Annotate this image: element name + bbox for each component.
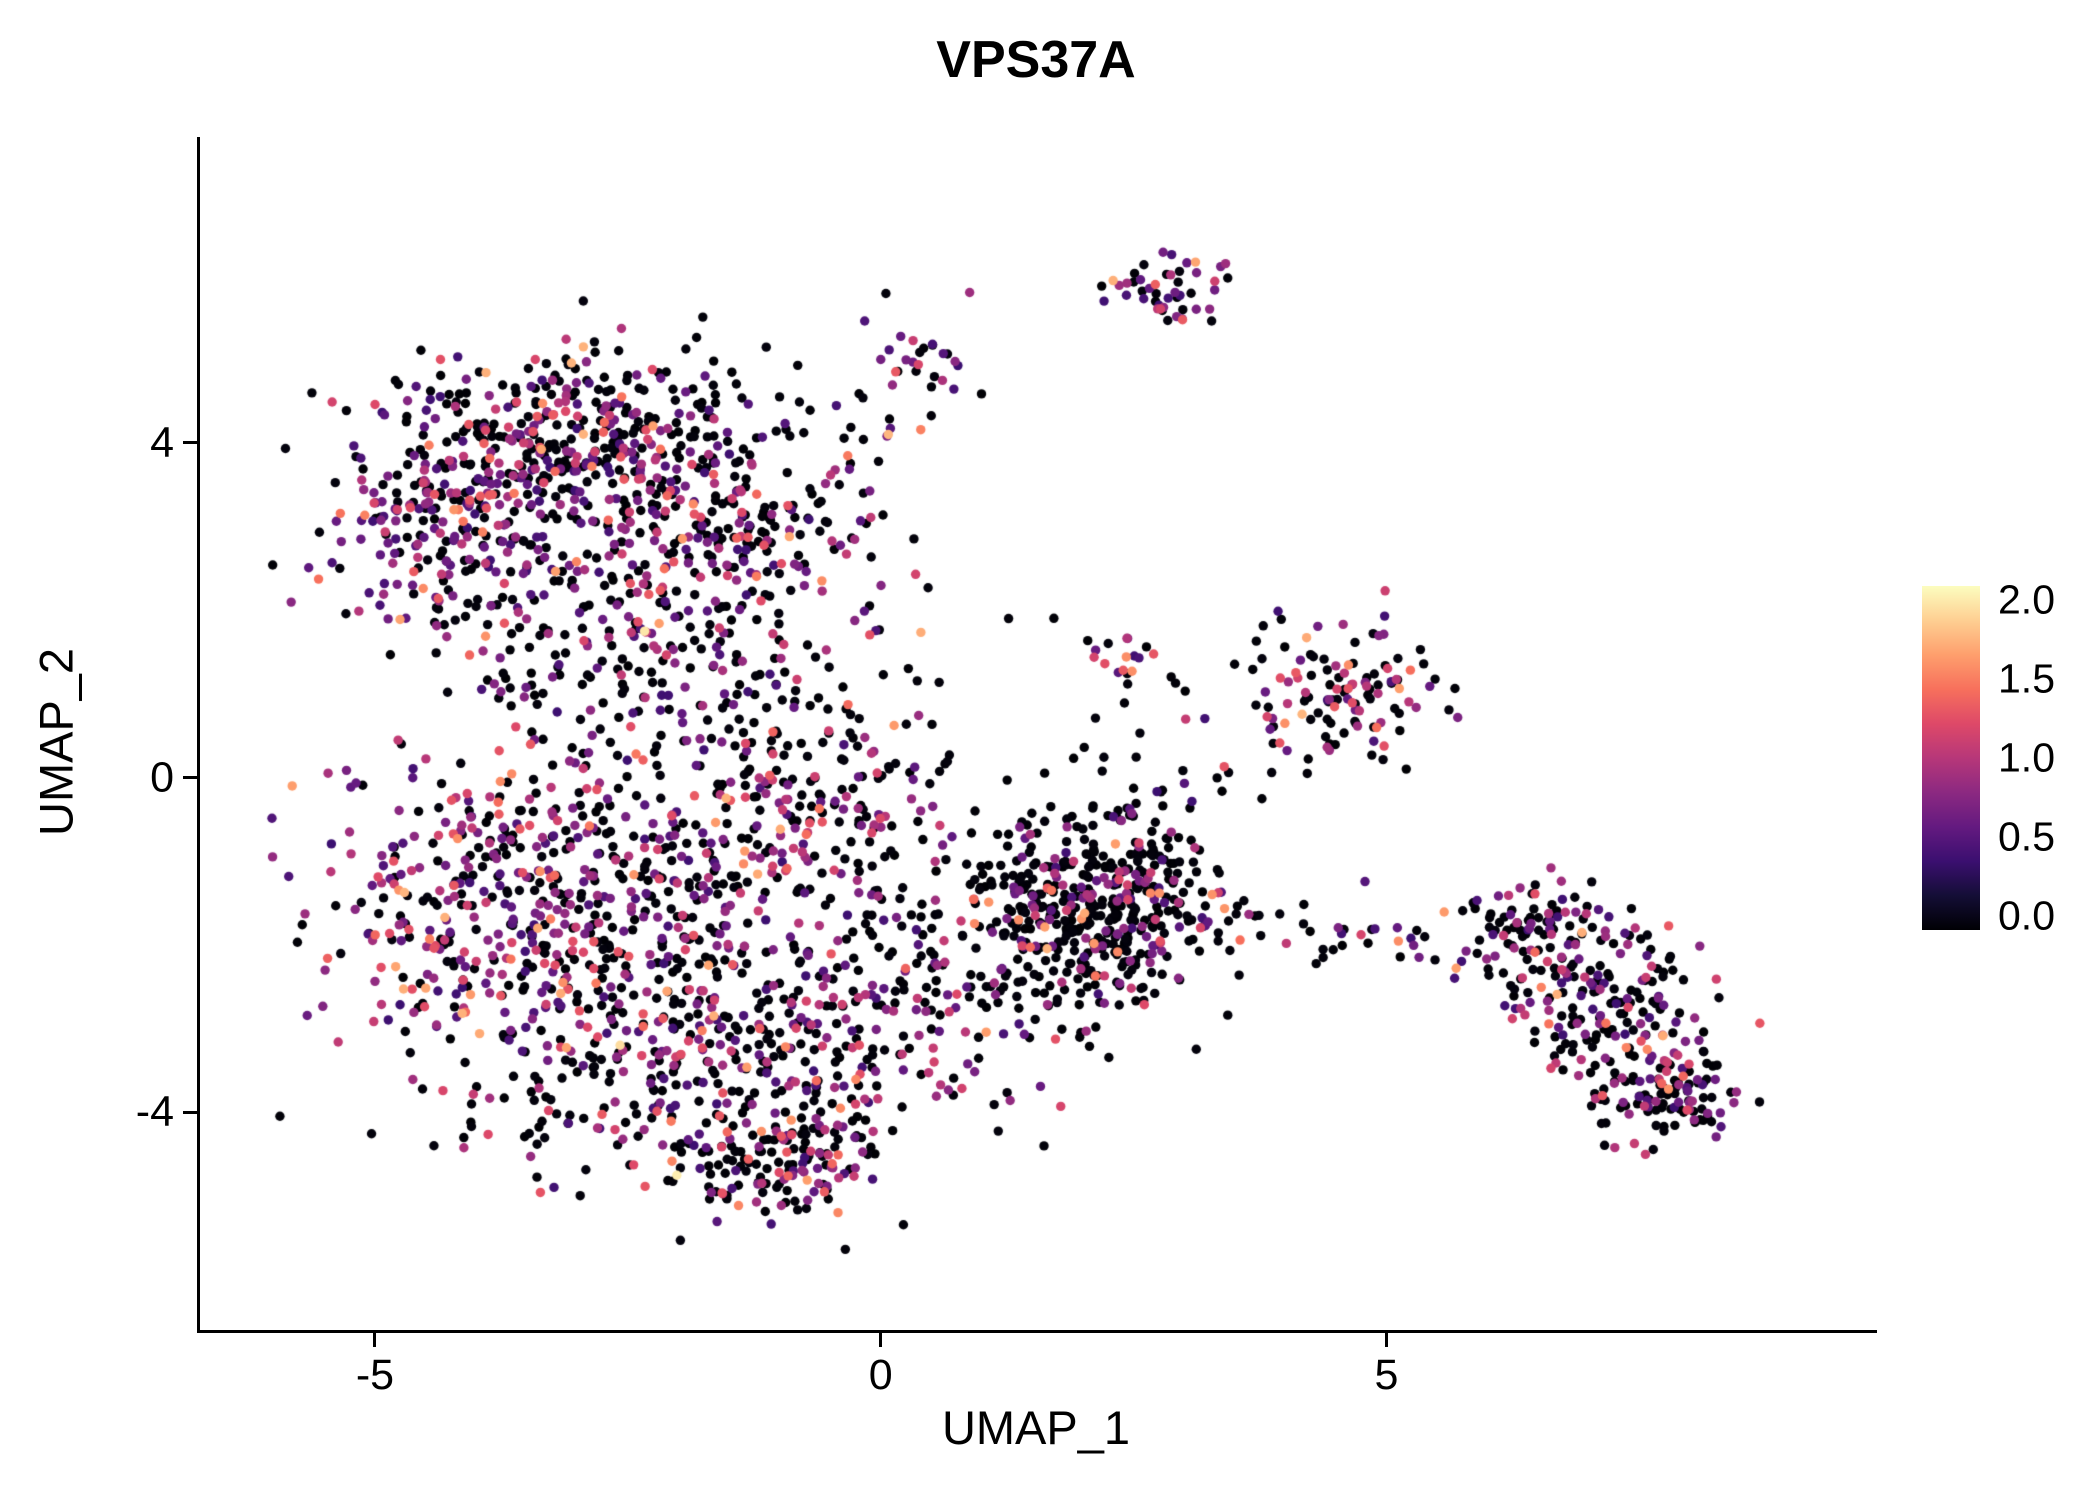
x-tick-label: 0 [868,1351,893,1399]
plot-title: VPS37A [936,31,1136,89]
x-tick-label: -5 [355,1351,395,1399]
x-axis-line [197,1330,1877,1333]
colorbar-tick-label: 1.0 [1998,734,2055,781]
x-tick-mark [1384,1333,1388,1347]
colorbar-tick-label: 2.0 [1998,576,2055,623]
y-tick-label: 0 [150,753,174,802]
colorbar-gradient [1922,586,1980,930]
y-axis-line [197,137,200,1333]
y-tick-mark [183,776,197,780]
colorbar-tick-label: 0.0 [1998,892,2055,939]
colorbar-tick-label: 0.5 [1998,813,2055,860]
y-axis-title: UMAP_2 [29,647,83,837]
x-tick-mark [373,1333,377,1347]
colorbar-tick-label: 1.5 [1998,655,2055,702]
x-axis-title: UMAP_1 [941,1401,1131,1454]
x-tick-mark [879,1333,883,1347]
y-tick-label: 4 [150,418,174,467]
x-tick-label: 5 [1374,1351,1399,1399]
y-tick-label: -4 [135,1087,174,1136]
y-tick-mark [183,441,197,445]
y-tick-mark [183,1110,197,1114]
